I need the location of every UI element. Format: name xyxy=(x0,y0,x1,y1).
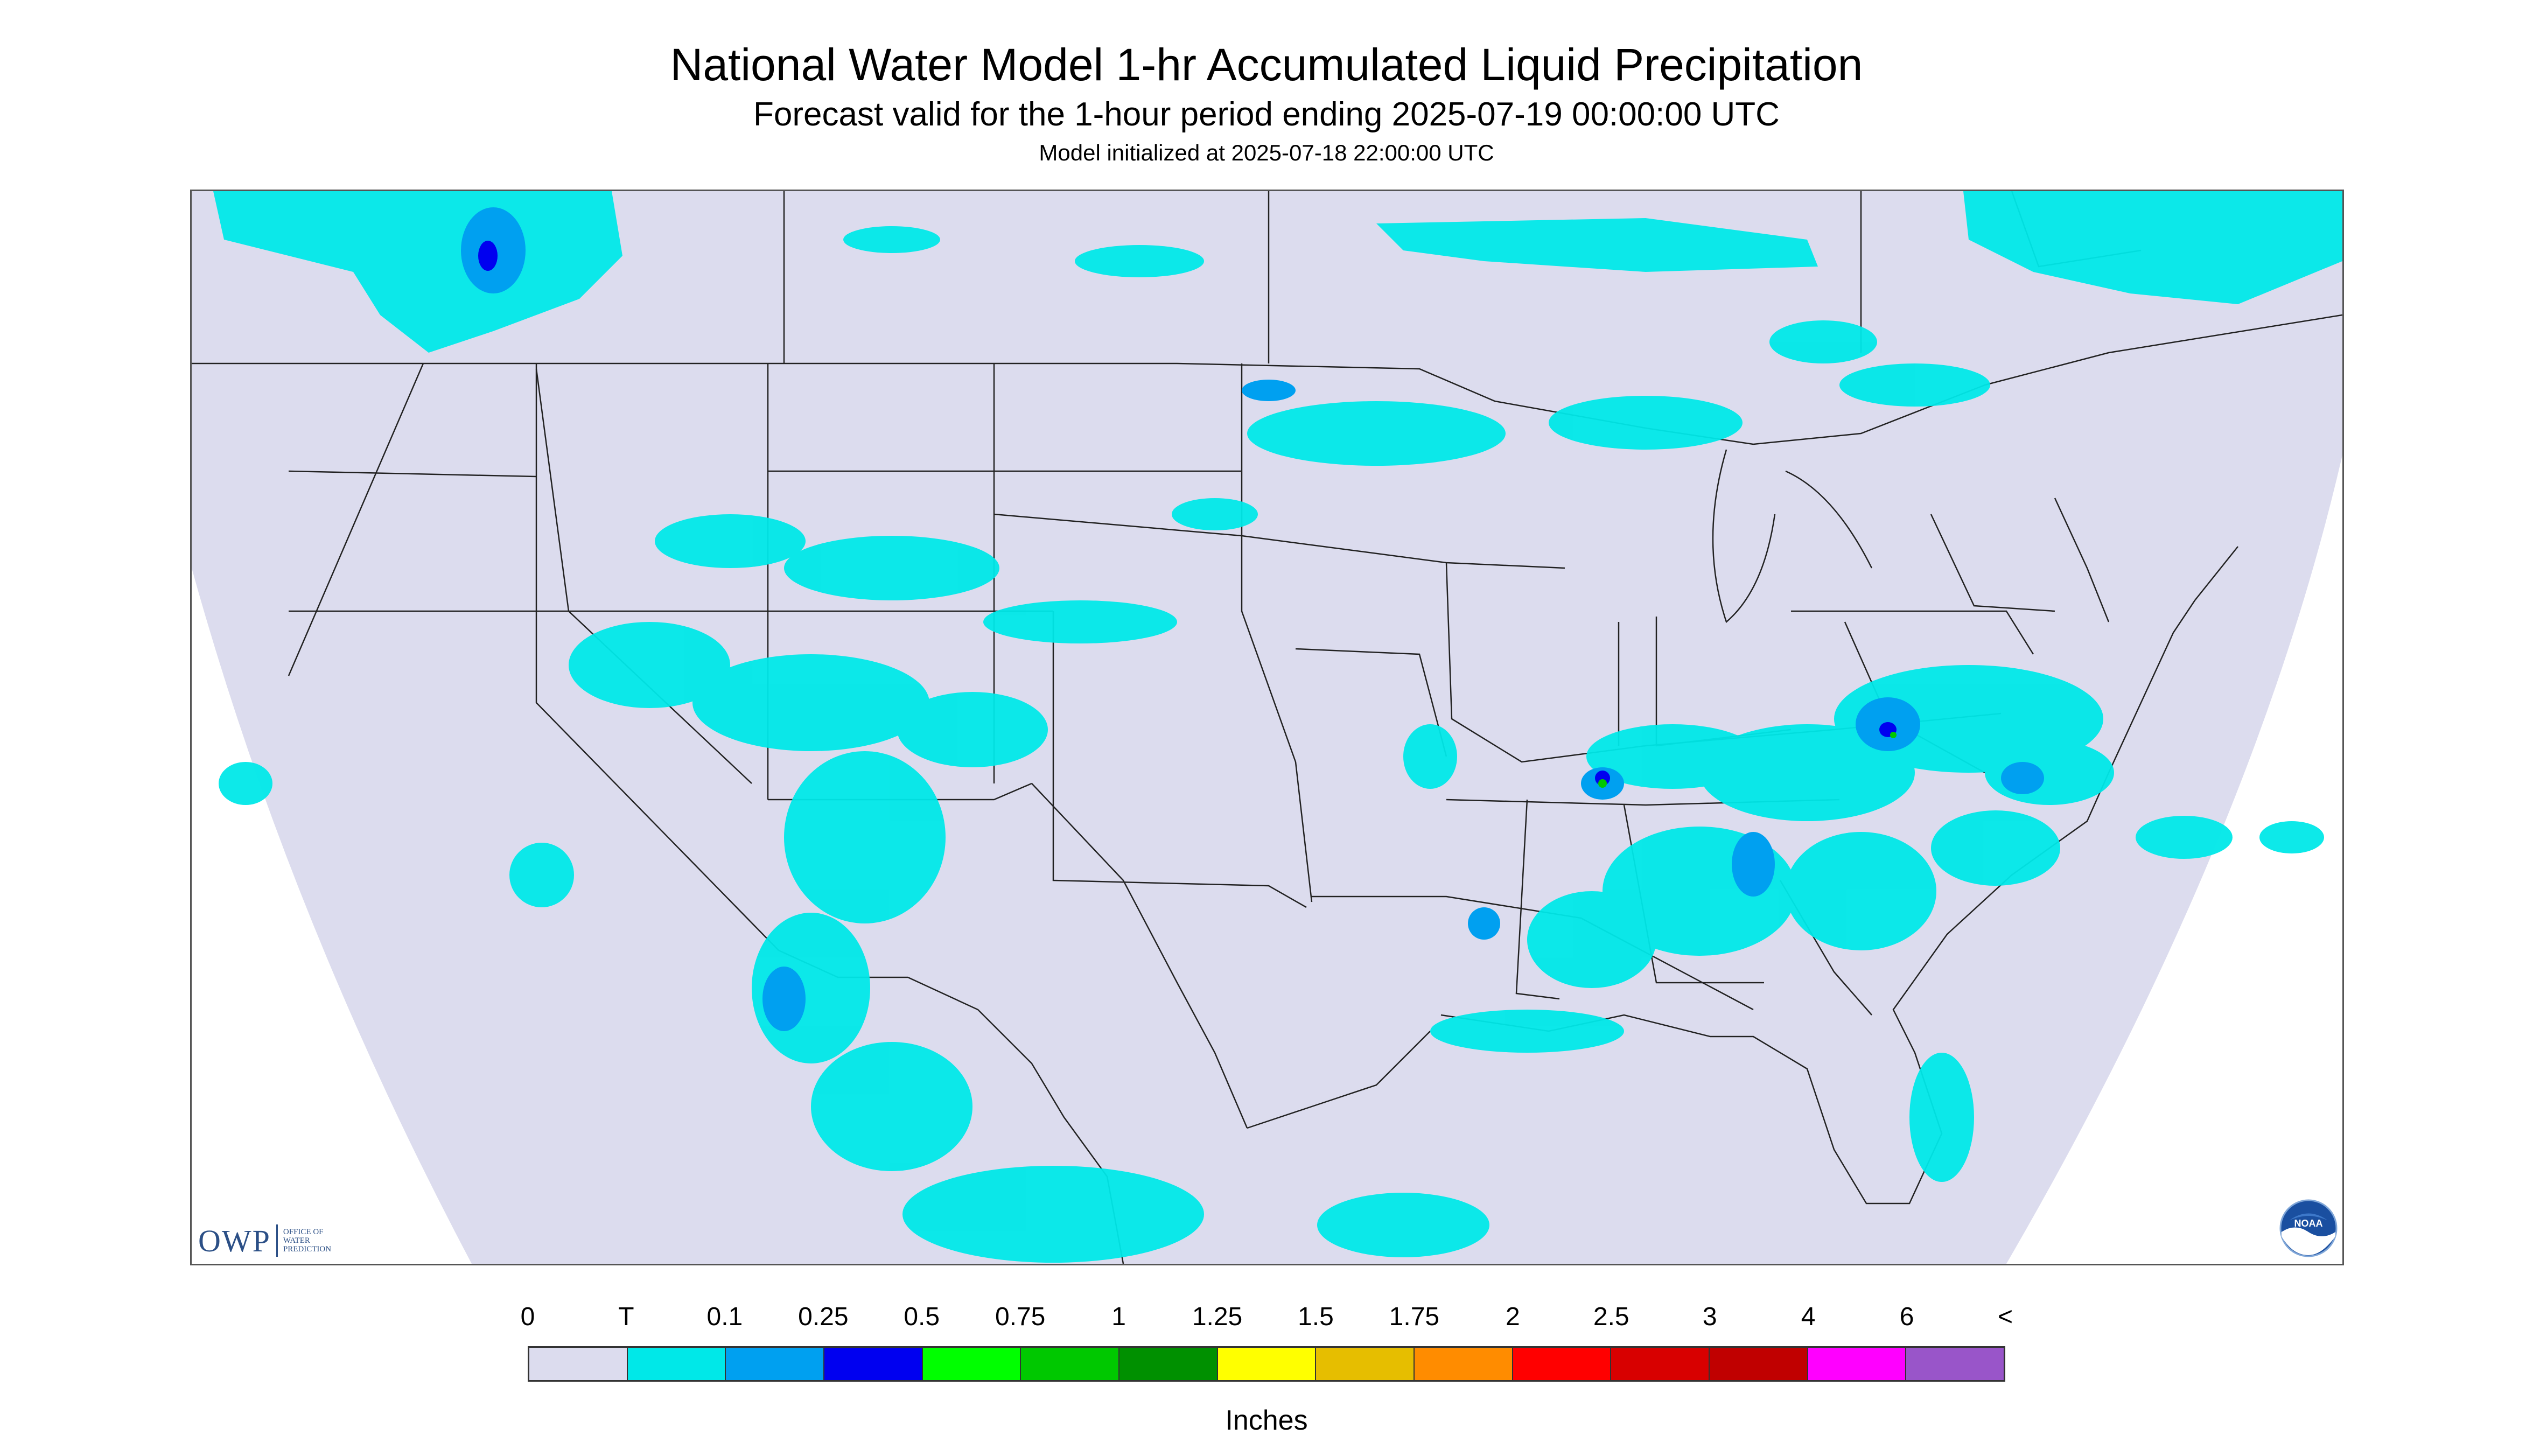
legend-swatch-3 xyxy=(824,1348,923,1380)
legend-swatch-10 xyxy=(1513,1348,1612,1380)
owp-logo-subtext: OFFICE OF WATER PREDICTION xyxy=(283,1228,331,1254)
map-title: National Water Model 1-hr Accumulated Li… xyxy=(670,39,1863,90)
legend-label-6: 1 xyxy=(1111,1303,1126,1331)
legend-swatch-8 xyxy=(1316,1348,1415,1380)
legend-label-3: 0.25 xyxy=(798,1303,849,1331)
legend-label-12: 3 xyxy=(1702,1303,1717,1331)
legend-swatch-9 xyxy=(1415,1348,1513,1380)
precip-trace xyxy=(213,191,2342,1263)
legend-swatch-4 xyxy=(922,1348,1021,1380)
legend-swatch-6 xyxy=(1119,1348,1218,1380)
legend-label-15: < xyxy=(1997,1303,2013,1331)
legend-label-2: 0.1 xyxy=(706,1303,743,1331)
legend-label-14: 6 xyxy=(1899,1303,1914,1331)
legend-swatch-14 xyxy=(1906,1348,2004,1380)
legend-swatch-1 xyxy=(627,1348,726,1380)
legend-label-5: 0.75 xyxy=(995,1303,1046,1331)
owp-logo: OWP OFFICE OF WATER PREDICTION xyxy=(198,1219,376,1262)
forecast-valid-subtitle: Forecast valid for the 1-hour period end… xyxy=(753,96,1780,133)
noaa-logo-text: NOAA xyxy=(2294,1218,2323,1229)
legend-label-1: T xyxy=(618,1303,634,1331)
legend-units: Inches xyxy=(1225,1405,1308,1436)
model-init-time: Model initialized at 2025-07-18 22:00:00… xyxy=(1039,140,1494,165)
legend-swatch-2 xyxy=(726,1348,825,1380)
legend-labels: 0 T 0.1 0.25 0.5 0.75 1 1.25 1.5 1.75 2 2.5 3 4 6 < xyxy=(0,1302,2533,1334)
legend-swatch-12 xyxy=(1710,1348,1808,1380)
legend-label-7: 1.25 xyxy=(1192,1303,1243,1331)
precip-green-cores xyxy=(1598,732,1897,788)
owp-logo-line-1: OFFICE OF xyxy=(283,1228,324,1236)
precipitation-map xyxy=(190,190,2344,1265)
noaa-emblem-icon: NOAA xyxy=(2279,1199,2338,1257)
legend-label-11: 2.5 xyxy=(1593,1303,1629,1331)
legend-label-9: 1.75 xyxy=(1389,1303,1440,1331)
legend-swatch-5 xyxy=(1021,1348,1120,1380)
legend-swatch-7 xyxy=(1217,1348,1317,1380)
legend-swatch-13 xyxy=(1808,1348,1907,1380)
legend-label-0: 0 xyxy=(520,1303,535,1331)
noaa-logo: NOAA xyxy=(2279,1199,2338,1258)
legend-label-13: 4 xyxy=(1801,1303,1816,1331)
legend-label-8: 1.5 xyxy=(1298,1303,1334,1331)
owp-logo-line-3: PREDICTION xyxy=(283,1245,332,1254)
legend-swatch-11 xyxy=(1611,1348,1710,1380)
legend-label-4: 0.5 xyxy=(904,1303,940,1331)
model-domain xyxy=(192,191,2342,1264)
legend-swatch-0 xyxy=(529,1348,628,1380)
legend-label-10: 2 xyxy=(1505,1303,1520,1331)
map-canvas xyxy=(192,191,2342,1264)
owp-logo-text: OWP xyxy=(198,1223,271,1258)
owp-logo-divider xyxy=(276,1224,278,1257)
precip-legend-colorbar xyxy=(528,1346,2005,1382)
owp-logo-line-2: WATER xyxy=(283,1236,310,1245)
